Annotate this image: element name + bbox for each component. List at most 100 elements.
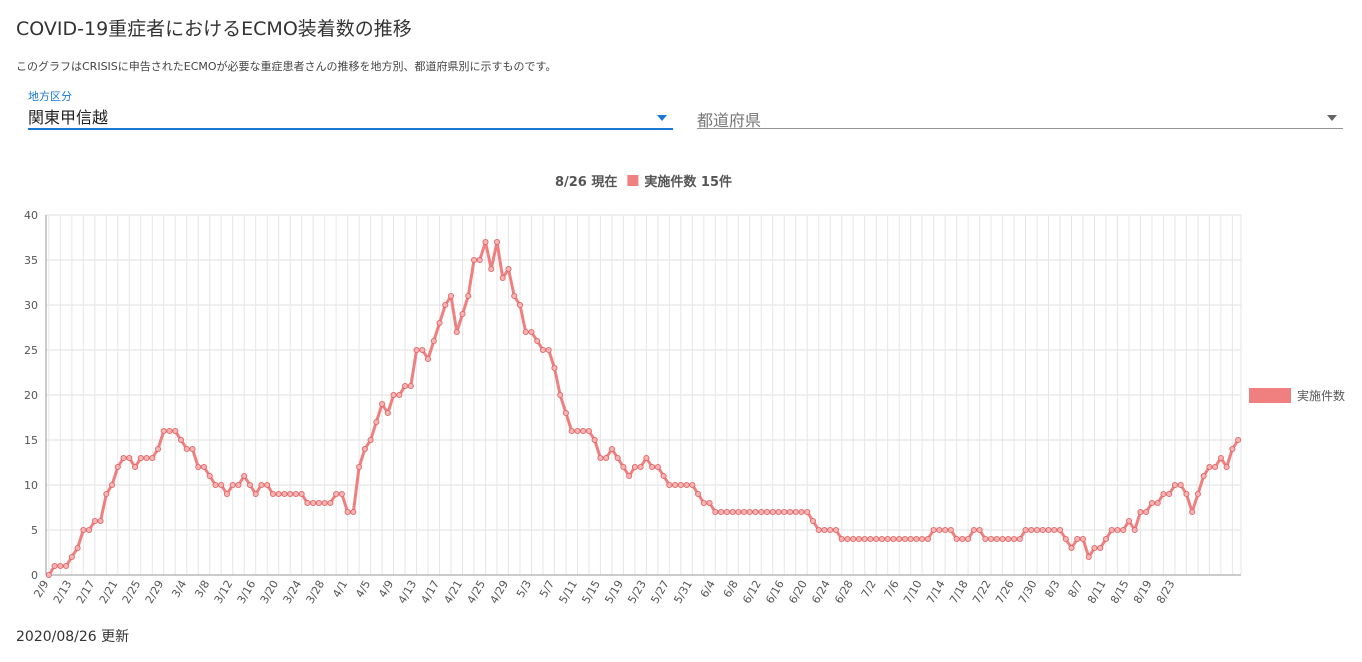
y-tick-label: 40 — [24, 209, 38, 222]
x-tick-label: 5/19 — [602, 578, 626, 606]
x-tick-label: 6/12 — [740, 578, 764, 606]
data-point — [603, 454, 610, 462]
data-point — [700, 499, 707, 507]
data-point — [218, 481, 225, 489]
prefecture-select[interactable]: 都道府県 — [697, 100, 1343, 130]
x-tick-label: 3/8 — [192, 578, 212, 600]
data-point — [86, 526, 93, 534]
chart-legend[interactable]: 実施件数 — [1249, 388, 1345, 403]
data-point — [1177, 481, 1184, 489]
data-point — [976, 526, 983, 534]
data-point — [781, 508, 788, 516]
data-point — [999, 535, 1006, 543]
data-point — [1011, 535, 1018, 543]
region-select[interactable]: 地方区分 関東甲信越 — [28, 88, 673, 130]
x-tick-label: 3/4 — [169, 578, 189, 600]
x-tick-label: 7/2 — [859, 578, 879, 600]
x-tick-label: 8/19 — [1131, 578, 1155, 606]
data-point — [344, 508, 351, 516]
data-point — [953, 535, 960, 543]
data-point — [287, 490, 294, 498]
data-point — [1171, 481, 1178, 489]
data-point — [706, 499, 713, 507]
summary-swatch — [627, 175, 639, 186]
x-tick-label: 6/24 — [809, 578, 833, 606]
data-point — [235, 481, 242, 489]
data-point — [177, 436, 185, 444]
data-point — [321, 499, 328, 507]
data-point — [505, 265, 512, 273]
data-point — [269, 490, 276, 498]
data-point — [384, 409, 391, 417]
data-point — [993, 535, 1000, 543]
data-point — [769, 508, 776, 516]
data-point — [1039, 526, 1046, 534]
data-point — [258, 481, 265, 489]
data-point — [1074, 535, 1081, 543]
y-tick-label: 35 — [24, 254, 38, 267]
y-tick-label: 10 — [24, 479, 38, 492]
data-point — [74, 544, 81, 552]
x-tick-label: 4/13 — [396, 578, 420, 606]
data-point — [516, 301, 524, 309]
x-tick-label: 3/20 — [258, 578, 282, 606]
data-point — [631, 463, 638, 471]
data-point — [798, 508, 805, 516]
data-point — [51, 562, 58, 570]
chevron-down-icon[interactable] — [657, 115, 667, 121]
data-point — [660, 472, 667, 480]
data-point — [1137, 508, 1144, 516]
region-select-label: 地方区分 — [28, 90, 72, 103]
data-point — [241, 472, 248, 480]
data-point — [896, 535, 903, 543]
data-point — [608, 445, 615, 453]
data-point — [861, 535, 868, 543]
data-point — [545, 346, 552, 354]
data-point — [740, 508, 748, 516]
data-point — [562, 409, 569, 417]
data-point — [154, 445, 162, 453]
page-title: COVID-19重症者におけるECMO装着数の推移 — [16, 18, 412, 40]
data-point — [827, 526, 834, 534]
data-point — [643, 454, 650, 462]
x-tick-label: 5/3 — [514, 578, 534, 600]
x-tick-label: 5/7 — [537, 578, 557, 600]
legend-label: 実施件数 — [1297, 388, 1345, 403]
y-tick-label: 15 — [24, 434, 38, 447]
data-point — [57, 562, 64, 570]
data-point — [1194, 490, 1201, 498]
data-point — [1125, 517, 1133, 525]
data-point — [1079, 535, 1087, 543]
data-point — [1056, 526, 1064, 534]
data-point — [557, 391, 564, 399]
data-point — [149, 454, 156, 462]
data-point — [160, 427, 167, 435]
updated-date: 2020/08/26 更新 — [16, 629, 130, 645]
data-point — [356, 463, 363, 471]
x-tick-label: 4/1 — [330, 578, 350, 600]
data-point — [1068, 544, 1075, 552]
chart-axes — [45, 215, 1241, 576]
data-point — [338, 490, 345, 498]
data-point — [551, 364, 558, 372]
x-tick-label: 6/16 — [763, 578, 787, 606]
x-tick-label: 5/11 — [556, 578, 580, 606]
data-point — [1217, 454, 1224, 462]
data-point — [1206, 463, 1213, 471]
data-point — [1154, 499, 1161, 507]
chevron-down-icon[interactable] — [1327, 115, 1337, 121]
data-point — [511, 292, 518, 300]
data-point — [718, 508, 725, 516]
data-point — [947, 526, 954, 534]
data-point — [465, 292, 472, 300]
data-point — [97, 517, 104, 525]
prefecture-select-placeholder: 都道府県 — [697, 111, 762, 130]
data-point — [1166, 490, 1173, 498]
data-point — [419, 346, 426, 354]
data-point — [304, 499, 311, 507]
x-tick-label: 3/28 — [304, 578, 328, 606]
data-point — [568, 427, 575, 435]
data-point — [913, 535, 920, 543]
data-point — [936, 526, 943, 534]
data-point — [907, 535, 914, 543]
